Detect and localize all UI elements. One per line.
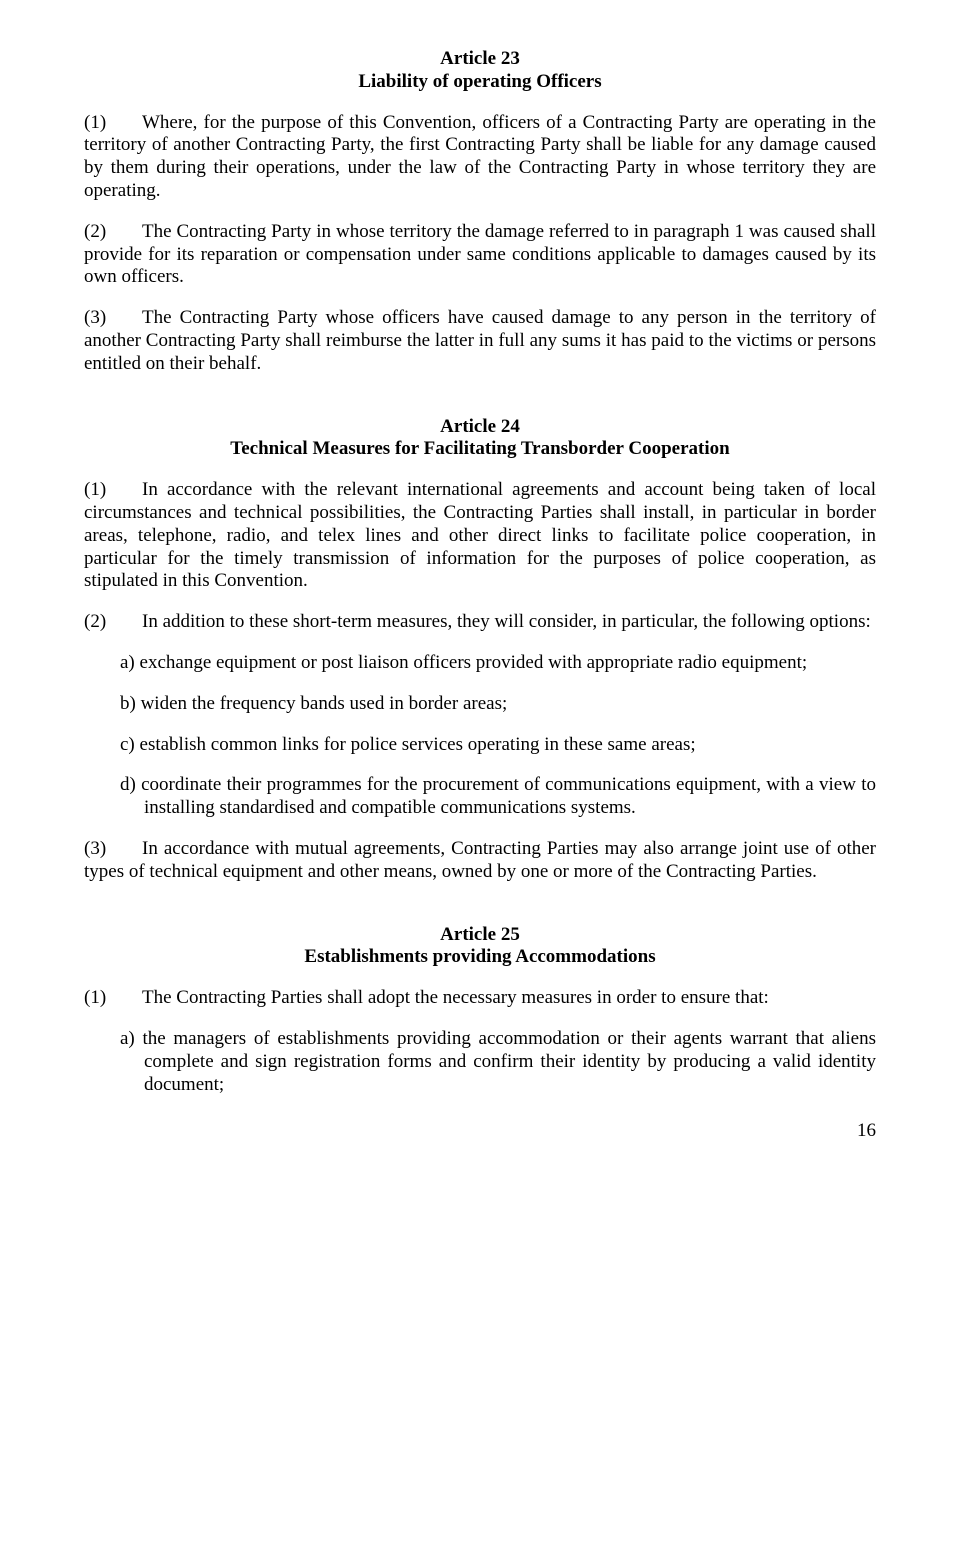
item-text: establish common links for police servic… [140,734,696,755]
article-number: Article 25 [84,924,876,947]
list-item: a) exchange equipment or post liaison of… [120,652,876,675]
article-23-para-1: (1)Where, for the purpose of this Conven… [84,112,876,203]
para-text: Where, for the purpose of this Conventio… [84,112,876,201]
item-text: the managers of establishments providing… [142,1028,876,1095]
para-text: The Contracting Party in whose territory… [84,221,876,288]
para-number: (1) [84,112,142,135]
para-text: In accordance with the relevant internat… [84,479,876,591]
item-letter: a) [120,652,135,673]
para-number: (3) [84,838,142,861]
list-item: b) widen the frequency bands used in bor… [120,693,876,716]
article-25-heading: Article 25 Establishments providing Acco… [84,924,876,970]
item-text: widen the frequency bands used in border… [141,693,508,714]
article-23-para-2: (2)The Contracting Party in whose territ… [84,221,876,289]
item-letter: a) [120,1028,135,1049]
article-title: Liability of operating Officers [84,71,876,94]
article-24-para-1: (1)In accordance with the relevant inter… [84,479,876,593]
para-number: (2) [84,221,142,244]
para-number: (1) [84,479,142,502]
para-text: The Contracting Party whose officers hav… [84,307,876,374]
article-24-heading: Article 24 Technical Measures for Facili… [84,416,876,462]
page-number: 16 [84,1120,876,1143]
para-number: (3) [84,307,142,330]
article-number: Article 23 [84,48,876,71]
para-text: In addition to these short-term measures… [142,611,871,632]
article-title: Technical Measures for Facilitating Tran… [84,438,876,461]
list-item: d) coordinate their programmes for the p… [120,774,876,820]
list-item: a) the managers of establishments provid… [120,1028,876,1096]
article-25-measure-list: a) the managers of establishments provid… [84,1028,876,1096]
article-24-para-2: (2)In addition to these short-term measu… [84,611,876,634]
para-number: (2) [84,611,142,634]
article-24-option-list: a) exchange equipment or post liaison of… [84,652,876,820]
article-25-para-1: (1)The Contracting Parties shall adopt t… [84,987,876,1010]
article-number: Article 24 [84,416,876,439]
item-letter: c) [120,734,135,755]
item-letter: b) [120,693,136,714]
item-text: exchange equipment or post liaison offic… [140,652,808,673]
para-number: (1) [84,987,142,1010]
item-letter: d) [120,774,136,795]
para-text: The Contracting Parties shall adopt the … [142,987,769,1008]
article-23-heading: Article 23 Liability of operating Office… [84,48,876,94]
para-text: In accordance with mutual agreements, Co… [84,838,876,882]
article-24-para-3: (3)In accordance with mutual agreements,… [84,838,876,884]
list-item: c) establish common links for police ser… [120,734,876,757]
item-text: coordinate their programmes for the proc… [141,774,876,818]
article-23-para-3: (3)The Contracting Party whose officers … [84,307,876,375]
article-title: Establishments providing Accommodations [84,946,876,969]
